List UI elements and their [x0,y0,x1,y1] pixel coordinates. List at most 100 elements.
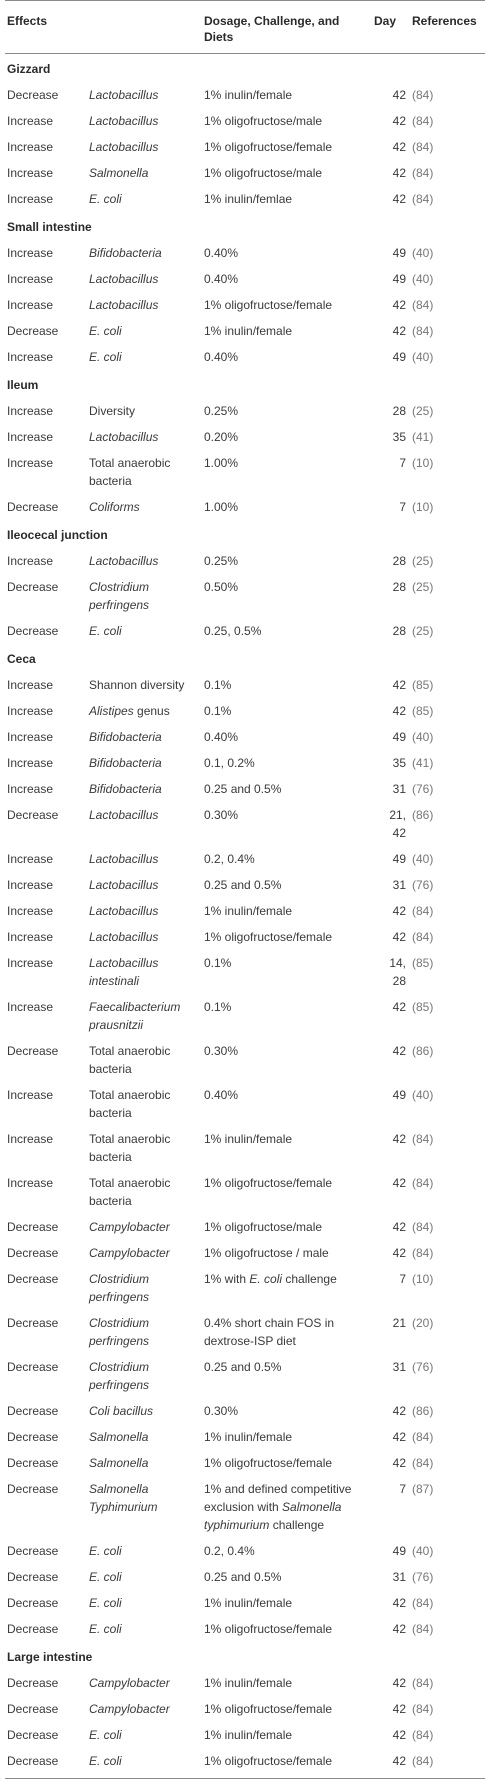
organism-cell: Lactobacillus [87,548,202,574]
reference-cell: (84) [412,1176,434,1190]
section-header-row: Gizzard [5,54,485,83]
organism-name: Lactobacillus [89,878,159,892]
dosage-cell: 1% oligofructose/female [202,1450,372,1476]
reference-cell: (84) [412,140,434,154]
reference-cell: (84) [412,1246,434,1260]
reference-cell: (40) [412,350,434,364]
dosage-text: 0.40% [204,1088,239,1102]
organism-cell: Lactobacillus [87,292,202,318]
dosage-suffix: challenge [282,1272,337,1286]
day-cell: 42 [392,1622,406,1636]
effect-cell: Decrease [7,1570,59,1584]
day-cell: 49 [392,246,406,260]
dosage-text: 1% oligofructose / male [204,1246,329,1260]
dosage-text: 1% inulin/female [204,904,293,918]
organism-name: Coliforms [89,500,140,514]
organism-cell: Clostridium perfringens [87,1266,202,1310]
table-row: Increase Total anaerobic bacteria 1% inuli… [5,1126,485,1170]
effect-cell: Increase [7,404,54,418]
dosage-cell: 0.40% [202,724,372,750]
table-row: Increase Lactobacillus intestinali 0.1% 14,… [5,950,485,994]
dosage-text: 0.30% [204,1044,239,1058]
reference-cell: (25) [412,404,434,418]
organism-cell: Clostridium perfringens [87,1310,202,1354]
table-row: Increase E. coli 1% inulin/femlae 42 (84) [5,186,485,212]
organism-cell: Lactobacillus [87,266,202,292]
dosage-cell: 0.1, 0.2% [202,750,372,776]
effect-cell: Increase [7,904,54,918]
reference-cell: (84) [412,1702,434,1716]
reference-cell: (41) [412,430,434,444]
organism-name: E. coli [89,1596,122,1610]
section-title: Ileocecal junction [7,528,108,542]
effect-cell: Increase [7,554,54,568]
table-row: Decrease Salmonella Typhimurium 1% and def… [5,1476,485,1538]
effect-cell: Increase [7,114,54,128]
table-row: Increase Shannon diversity 0.1% 42 (85) [5,672,485,698]
dosage-cell: 0.50% [202,574,372,618]
organism-cell: Campylobacter [87,1670,202,1696]
section-title: Small intestine [7,220,92,234]
table-row: Decrease E. coli 1% inulin/female 42 (84) [5,318,485,344]
effect-cell: Increase [7,430,54,444]
organism-name: E. coli [89,350,122,364]
organism-name: Total anaerobic bacteria [89,1088,171,1120]
reference-cell: (40) [412,272,434,286]
dosage-cell: 0.30% [202,802,372,846]
dosage-cell: 1% and defined competitive exclusion wit… [202,1476,372,1538]
organism-cell: Lactobacillus [87,924,202,950]
dosage-text: 1% inulin/female [204,88,293,102]
day-cell: 42 [392,1176,406,1190]
table-row: Increase Lactobacillus 1% oligofructose/fe… [5,292,485,318]
effect-cell: Increase [7,956,54,970]
dosage-text: 0.2, 0.4% [204,852,255,866]
day-cell: 42 [392,324,406,338]
day-cell: 42 [392,678,406,692]
effect-cell: Increase [7,782,54,796]
effect-cell: Decrease [7,1360,59,1374]
table-row: Increase Bifidobacteria 0.25 and 0.5% 31 (76… [5,776,485,802]
organism-cell: Total anaerobic bacteria [87,1038,202,1082]
dosage-text: 1% oligofructose/female [204,1176,333,1190]
section-title: Large intestine [7,1650,93,1664]
organism-name: Salmonella [89,166,149,180]
table-header: Effects Dosage, Challenge, and Diets Day… [5,0,485,54]
dosage-text: 1% inulin/female [204,1676,293,1690]
organism-cell: E. coli [87,318,202,344]
dosage-cell: 0.2, 0.4% [202,846,372,872]
organism-name: E. coli [89,1728,122,1742]
effects-table: Effects Dosage, Challenge, and Diets Day… [5,0,485,1774]
effect-cell: Decrease [7,1544,59,1558]
dosage-cell: 1% oligofructose/female [202,134,372,160]
day-cell: 28 [392,404,406,418]
table-row: Decrease E. coli 1% inulin/female 42 (84) [5,1722,485,1748]
section-header-row: Ileum [5,370,485,398]
dosage-organism: Salmonella typhimurium [204,1500,342,1532]
organism-cell: Alistipes genus [87,698,202,724]
reference-cell: (84) [412,166,434,180]
day-cell: 42 [392,1728,406,1742]
effect-cell: Increase [7,1000,54,1014]
effect-cell: Increase [7,704,54,718]
dosage-cell: 0.25 and 0.5% [202,1564,372,1590]
table-row: Increase Bifidobacteria 0.1, 0.2% 35 (41) [5,750,485,776]
effect-cell: Decrease [7,1404,59,1418]
reference-cell: (76) [412,878,434,892]
reference-cell: (84) [412,1456,434,1470]
day-cell: 35 [392,756,406,770]
effect-cell: Decrease [7,624,59,638]
table-row: Decrease Salmonella 1% inulin/female 42 (84) [5,1424,485,1450]
table-row: Decrease Coliforms 1.00% 7 (10) [5,494,485,520]
reference-cell: (84) [412,1132,434,1146]
dosage-cell: 0.25, 0.5% [202,618,372,644]
organism-name: E. coli [89,1622,122,1636]
table-row: Increase Faecalibacterium prausnitzii 0.1%… [5,994,485,1038]
reference-cell: (85) [412,678,434,692]
dosage-suffix: challenge [269,1518,325,1532]
dosage-text: 0.50% [204,580,239,594]
day-cell: 42 [392,1702,406,1716]
reference-cell: (84) [412,904,434,918]
organism-name: Clostridium perfringens [89,580,150,612]
dosage-text: 0.1% [204,956,232,970]
dosage-text: 0.20% [204,430,239,444]
